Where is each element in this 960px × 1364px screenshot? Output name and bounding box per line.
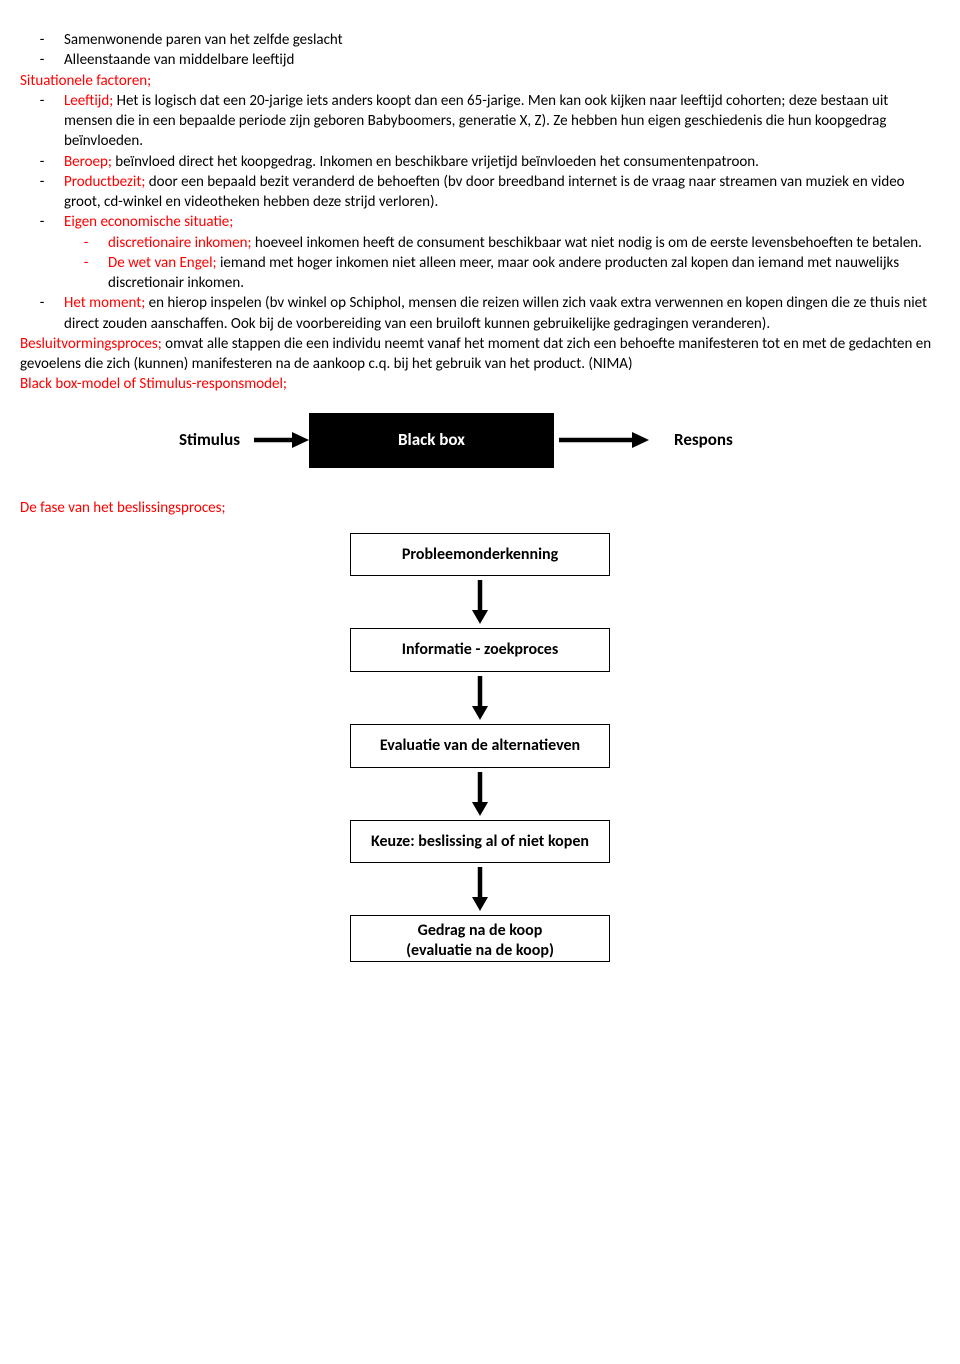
bullet-item: - Samenwonende paren van het zelfde gesl… bbox=[20, 30, 940, 50]
heading-situationele: Situationele factoren; bbox=[20, 71, 940, 91]
flowchart-node-line: (evaluatie na de koop) bbox=[371, 941, 589, 961]
term-productbezit: Productbezit; bbox=[64, 173, 145, 191]
flowchart-node: Gedrag na de koop (evaluatie na de koop) bbox=[350, 915, 610, 962]
term-engel: De wet van Engel; bbox=[108, 254, 217, 272]
bullet-text: Eigen economische situatie; bbox=[64, 212, 940, 232]
dash-icon: - bbox=[20, 172, 64, 213]
arrow-down-icon bbox=[470, 676, 490, 720]
arrow-right-icon bbox=[554, 430, 654, 450]
bullet-text: Het moment; en hierop inspelen (bv winke… bbox=[64, 293, 940, 334]
bullet-text: Productbezit; door een bepaald bezit ver… bbox=[64, 172, 940, 213]
bullet-text: Beroep; beïnvloed direct het koopgedrag.… bbox=[64, 152, 940, 172]
flowchart-beslissingsproces: Probleemonderkenning Informatie - zoekpr… bbox=[20, 533, 940, 962]
heading-fase: De fase van het beslissingsproces; bbox=[20, 498, 940, 518]
text: hoeveel inkomen heeft de consument besch… bbox=[252, 234, 922, 252]
heading-blackbox-model: Black box-model of Stimulus-responsmodel… bbox=[20, 374, 940, 394]
diagram-box-blackbox: Black box bbox=[309, 413, 554, 468]
term-eigen-econ: Eigen economische situatie; bbox=[64, 213, 233, 231]
arrow-down-icon bbox=[470, 867, 490, 911]
text: Het is logisch dat een 20-jarige iets an… bbox=[64, 92, 888, 151]
flowchart-node: Evaluatie van de alternatieven bbox=[350, 724, 610, 768]
bullet-item: - Leeftijd; Het is logisch dat een 20-ja… bbox=[20, 91, 940, 152]
term-besluitvorming: Besluitvormingsproces; bbox=[20, 335, 162, 353]
text: en hierop inspelen (bv winkel op Schipho… bbox=[64, 294, 927, 332]
dash-icon: - bbox=[20, 212, 64, 232]
bullet-text: Leeftijd; Het is logisch dat een 20-jari… bbox=[64, 91, 940, 152]
dash-icon: - bbox=[20, 293, 64, 334]
dash-icon: - bbox=[20, 50, 64, 70]
bullet-item: - Productbezit; door een bepaald bezit v… bbox=[20, 172, 940, 213]
dash-icon: - bbox=[20, 30, 64, 50]
term-beroep: Beroep; bbox=[64, 153, 112, 171]
diagram-label-stimulus: Stimulus bbox=[20, 429, 254, 452]
bullet-text: discretionaire inkomen; hoeveel inkomen … bbox=[108, 233, 940, 253]
bullet-item: - Beroep; beïnvloed direct het koopgedra… bbox=[20, 152, 940, 172]
bullet-text: De wet van Engel; iemand met hoger inkom… bbox=[108, 253, 940, 294]
flowchart-node: Keuze: beslissing al of niet kopen bbox=[350, 820, 610, 864]
text: beïnvloed direct het koopgedrag. Inkomen… bbox=[112, 153, 759, 171]
flowchart-node: Probleemonderkenning bbox=[350, 533, 610, 577]
bullet-item: - Het moment; en hierop inspelen (bv win… bbox=[20, 293, 940, 334]
dash-icon: - bbox=[20, 152, 64, 172]
diagram-label-respons: Respons bbox=[654, 429, 733, 452]
term-moment: Het moment; bbox=[64, 294, 145, 312]
arrow-down-icon bbox=[470, 772, 490, 816]
dash-icon: - bbox=[64, 233, 108, 253]
text: iemand met hoger inkomen niet alleen mee… bbox=[108, 254, 899, 292]
bullet-item: - Alleenstaande van middelbare leeftijd bbox=[20, 50, 940, 70]
arrow-right-icon bbox=[254, 430, 309, 450]
paragraph-besluitvorming: Besluitvormingsproces; omvat alle stappe… bbox=[20, 334, 940, 375]
bullet-text: Samenwonende paren van het zelfde geslac… bbox=[64, 30, 940, 50]
flowchart-node: Informatie - zoekproces bbox=[350, 628, 610, 672]
arrow-down-icon bbox=[470, 580, 490, 624]
term-discretionaire: discretionaire inkomen; bbox=[108, 234, 252, 252]
bullet-item: - Eigen economische situatie; bbox=[20, 212, 940, 232]
term-leeftijd: Leeftijd; bbox=[64, 92, 113, 110]
dash-icon: - bbox=[20, 91, 64, 152]
diagram-stimulus-respons: Stimulus Black box Respons bbox=[20, 413, 940, 468]
text: door een bepaald bezit veranderd de beho… bbox=[64, 173, 905, 211]
flowchart-node-line: Gedrag na de koop bbox=[371, 921, 589, 941]
dash-icon: - bbox=[64, 253, 108, 294]
bullet-item-nested: - De wet van Engel; iemand met hoger ink… bbox=[20, 253, 940, 294]
bullet-text: Alleenstaande van middelbare leeftijd bbox=[64, 50, 940, 70]
bullet-item-nested: - discretionaire inkomen; hoeveel inkome… bbox=[20, 233, 940, 253]
